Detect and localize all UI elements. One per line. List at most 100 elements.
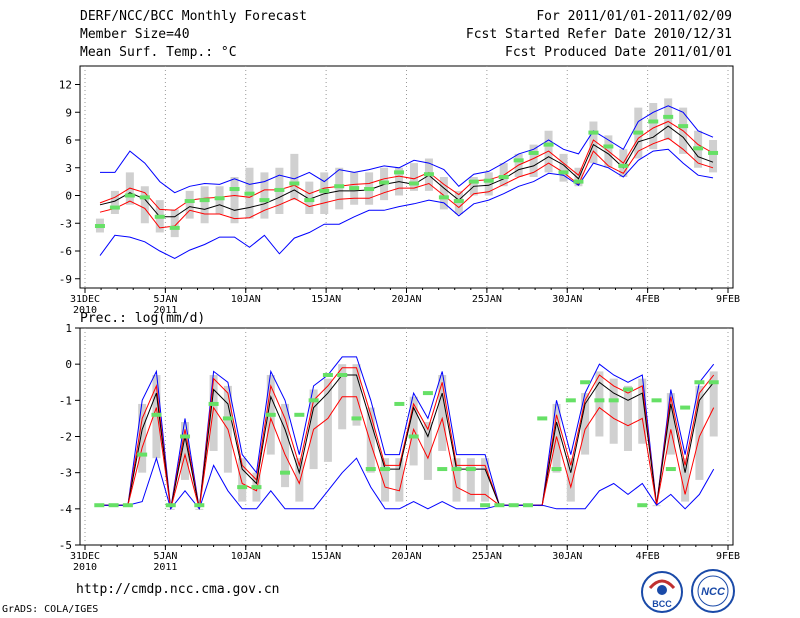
- temp-marker: [708, 150, 719, 155]
- prec-marker: [694, 380, 705, 385]
- prec-marker: [665, 467, 676, 472]
- prec-marker: [94, 503, 105, 508]
- temp-marker: [259, 198, 270, 203]
- temp-xtick-label: 15JAN: [311, 294, 341, 305]
- prec-marker: [194, 503, 205, 508]
- temp-series-min: [99, 148, 714, 259]
- temp-marker: [304, 198, 315, 203]
- prec-marker: [422, 391, 433, 396]
- prec-spread-box: [423, 422, 432, 480]
- prec-ytick-label: -2: [59, 431, 72, 444]
- prec-marker: [351, 416, 362, 421]
- temp-marker: [154, 214, 165, 219]
- temp-spread-box: [200, 186, 209, 224]
- temp-marker: [483, 178, 494, 183]
- prec-marker: [651, 398, 662, 403]
- temp-marker: [334, 184, 345, 189]
- temp-marker: [633, 130, 644, 135]
- temp-marker: [528, 150, 539, 155]
- temp-marker: [678, 124, 689, 129]
- prec-marker: [208, 401, 219, 406]
- prec-marker: [265, 412, 276, 417]
- prec-xtick-label: 30JAN: [552, 551, 582, 562]
- temp-marker: [274, 187, 285, 192]
- prec-marker: [451, 467, 462, 472]
- prec-marker: [122, 503, 133, 508]
- temp-marker: [438, 195, 449, 200]
- prec-spread-box: [395, 458, 404, 502]
- prec-spread-box: [466, 458, 475, 502]
- prec-spread-box: [595, 371, 604, 437]
- prec-xtick-label: 20JAN: [391, 551, 421, 562]
- prec-xtick-label: 25JAN: [472, 551, 502, 562]
- temp-marker: [423, 172, 434, 177]
- temp-ytick-label: 3: [65, 162, 72, 175]
- prec-marker: [380, 467, 391, 472]
- temp-series-max: [100, 105, 714, 194]
- prec-marker: [180, 434, 191, 439]
- temp-spread-box: [185, 190, 194, 219]
- prec-marker: [508, 503, 519, 508]
- ncc-logo: NCC: [691, 569, 735, 613]
- temp-marker: [364, 187, 375, 192]
- temp-xtick-year-label: 2010: [73, 305, 97, 316]
- temp-marker: [558, 170, 569, 175]
- prec-spread-box: [138, 403, 147, 473]
- temp-marker: [513, 158, 524, 163]
- forecast-produced-date: Fcst Produced Date 2011/01/01: [505, 45, 732, 60]
- prec-spread-box: [238, 458, 247, 502]
- ncc-logo-text: NCC: [701, 586, 726, 598]
- prec-marker: [251, 485, 262, 490]
- prec-spread-box: [209, 375, 218, 451]
- temp-spread-box: [574, 167, 583, 187]
- temp-marker: [663, 114, 674, 119]
- temp-marker: [139, 195, 150, 200]
- prec-marker: [222, 416, 233, 421]
- temp-marker: [109, 205, 120, 210]
- temp-spread-box: [335, 167, 344, 210]
- temp-marker: [289, 181, 300, 186]
- prec-series-min: [99, 456, 715, 510]
- prec-panel-title: Prec.: log(mm/d): [80, 311, 205, 326]
- temp-marker: [573, 179, 584, 184]
- temp-spread-box: [709, 140, 718, 173]
- temp-ytick-label: -9: [59, 273, 72, 286]
- temp-spread-box: [140, 186, 149, 224]
- prec-spread-box: [666, 393, 675, 455]
- prec-ytick-label: -1: [59, 394, 72, 407]
- prec-xtick-label: 31DEC: [70, 551, 100, 562]
- prec-marker: [608, 398, 619, 403]
- temp-ytick-label: 9: [65, 106, 72, 119]
- website-url[interactable]: http://cmdp.ncc.cma.gov.cn: [76, 582, 280, 597]
- temp-xtick-year-label: 2011: [153, 305, 177, 316]
- prec-spread-box: [438, 375, 447, 451]
- member-size: Member Size=40: [80, 27, 190, 42]
- prec-marker: [708, 380, 719, 385]
- prec-spread-box: [452, 458, 461, 502]
- prec-xtick-year-label: 2010: [73, 562, 97, 573]
- temp-xtick-label: 20JAN: [391, 294, 421, 305]
- temp-spread-box: [664, 98, 673, 140]
- prec-marker: [137, 452, 148, 457]
- temp-spread-box: [529, 144, 538, 177]
- prec-marker: [408, 434, 419, 439]
- chart-title: DERF/NCC/BCC Monthly Forecast: [80, 9, 307, 24]
- prec-marker: [308, 398, 319, 403]
- temp-spread-box: [230, 177, 239, 224]
- bcc-logo-text: BCC: [652, 599, 672, 609]
- prec-marker: [637, 503, 648, 508]
- prec-marker: [437, 467, 448, 472]
- temp-marker: [94, 224, 105, 229]
- prec-xtick-label: 4FEB: [636, 551, 660, 562]
- temp-spread-box: [290, 153, 299, 201]
- temp-marker: [199, 198, 210, 203]
- temp-marker: [169, 225, 180, 230]
- prec-spread-box: [181, 422, 190, 480]
- temp-spread-box: [305, 181, 314, 214]
- temp-marker: [588, 130, 599, 135]
- prec-spread-box: [323, 378, 332, 462]
- prec-spread-box: [352, 364, 361, 426]
- temp-spread-box: [110, 190, 119, 214]
- prec-xtick-label: 9FEB: [716, 551, 740, 562]
